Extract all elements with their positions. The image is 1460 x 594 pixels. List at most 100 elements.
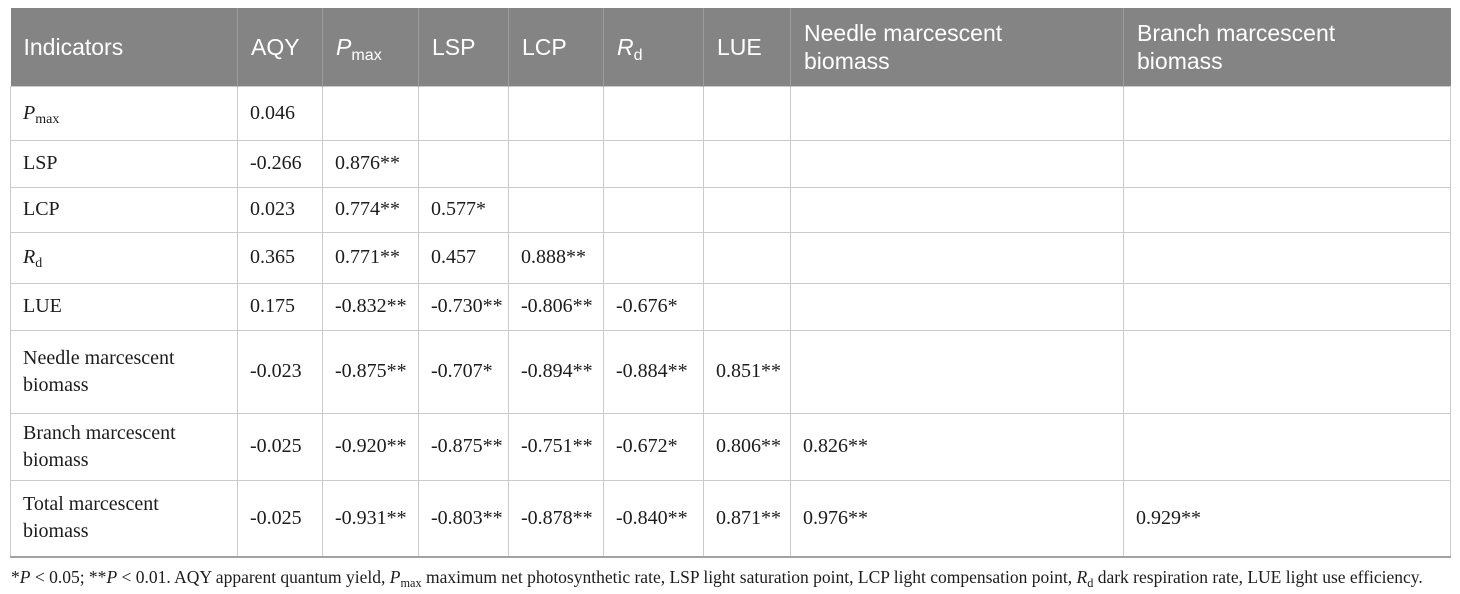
value-cell: 0.577*	[418, 186, 509, 233]
value-cell	[508, 85, 604, 141]
row-label-branch-marcescent-biomass: Branch marcescent biomass	[10, 412, 238, 481]
text-segment: Branch marcescent biomass	[23, 421, 176, 471]
value-cell: -0.025	[237, 479, 323, 558]
table-header: Indicators AQY Pmax LSP LCP Rd LUE Needle marce…	[10, 8, 1451, 86]
text-segment: d	[633, 45, 643, 64]
row-label-total-marcescent-biomass: Total marcescent biomass	[10, 479, 238, 558]
text-segments: Total marcescent biomass	[23, 491, 228, 545]
value-cell	[703, 186, 791, 233]
value-cell	[508, 186, 604, 233]
column-header-lue: LUE	[703, 8, 791, 86]
table-figure: Indicators AQY Pmax LSP LCP Rd LUE Needle marce…	[10, 8, 1451, 590]
value-cell	[603, 186, 704, 233]
text-segments: *P < 0.05; **P < 0.01. AQY apparent quan…	[11, 567, 1423, 590]
value-cell	[418, 85, 509, 141]
text-segment: max	[35, 111, 60, 127]
value-cell: 0.826**	[790, 412, 1124, 481]
table-row-needle-marcescent-biomass: Needle marcescent biomass -0.023 -0.875** -…	[10, 329, 1451, 414]
value-cell: -0.832**	[322, 282, 419, 331]
value-cell: 0.046	[237, 85, 323, 141]
row-label-lcp: LCP	[10, 186, 238, 233]
value-cell: -0.266	[237, 139, 323, 188]
text-segment: *	[11, 567, 20, 587]
value-cell	[1123, 412, 1451, 481]
value-cell	[790, 186, 1124, 233]
row-label-pmax: Pmax	[10, 85, 238, 141]
value-cell: -0.878**	[508, 479, 604, 558]
value-cell	[418, 139, 509, 188]
value-cell: 0.175	[237, 282, 323, 331]
table-row-lcp: LCP 0.023 0.774** 0.577*	[10, 186, 1451, 233]
value-cell: -0.840**	[603, 479, 704, 558]
value-cell: 0.457	[418, 231, 509, 284]
column-header-branch-marcescent-biomass: Branch marcescent biomass	[1123, 8, 1451, 86]
table-body: Pmax 0.046 LSP -0.266 0.876** LCP 0.023 0.774**…	[10, 85, 1451, 558]
text-segments: LUE	[23, 293, 62, 320]
text-segment: dark respiration rate, LUE light use eff…	[1093, 567, 1423, 587]
column-header-aqy: AQY	[237, 8, 323, 86]
text-segments: Pmax	[23, 100, 59, 127]
text-segments: Rd	[617, 33, 643, 64]
value-cell	[1123, 85, 1451, 141]
text-segment: < 0.05; **	[30, 567, 107, 587]
value-cell: 0.976**	[790, 479, 1124, 558]
value-cell	[703, 85, 791, 141]
value-cell: 0.771**	[322, 231, 419, 284]
column-header-indicators: Indicators	[10, 8, 238, 86]
text-segment: < 0.01. AQY apparent quantum yield,	[117, 567, 390, 587]
text-segments: Needle marcescent biomass	[23, 345, 228, 399]
text-segments: AQY	[251, 34, 300, 60]
text-segment: P	[389, 567, 401, 587]
table-row-lue: LUE 0.175 -0.832** -0.730** -0.806** -0.676*	[10, 282, 1451, 331]
value-cell	[1123, 186, 1451, 233]
value-cell: -0.707*	[418, 329, 509, 414]
value-cell: 0.929**	[1123, 479, 1451, 558]
value-cell	[1123, 231, 1451, 284]
text-segment: Total marcescent biomass	[23, 493, 159, 543]
value-cell	[322, 85, 419, 141]
value-cell: -0.025	[237, 412, 323, 481]
text-segment: P	[23, 101, 36, 124]
table-row-pmax: Pmax 0.046	[10, 85, 1451, 141]
text-segments: Rd	[23, 244, 42, 271]
value-cell: -0.730**	[418, 282, 509, 331]
value-cell: -0.672*	[603, 412, 704, 481]
footnote: *P < 0.05; **P < 0.01. AQY apparent quan…	[10, 567, 1450, 590]
value-cell: -0.751**	[508, 412, 604, 481]
value-cell: -0.676*	[603, 282, 704, 331]
text-segments: LCP	[522, 34, 567, 60]
text-segment: LSP	[432, 33, 476, 60]
text-segment: LUE	[717, 33, 762, 60]
value-cell: -0.931**	[322, 479, 419, 558]
column-header-lcp: LCP	[508, 8, 604, 86]
text-segment: LUE	[23, 295, 62, 317]
value-cell	[603, 85, 704, 141]
table-header-row: Indicators AQY Pmax LSP LCP Rd LUE Needle marce…	[10, 8, 1451, 86]
text-segments: LSP	[23, 150, 57, 177]
table-row-total-marcescent-biomass: Total marcescent biomass -0.025 -0.931** -0…	[10, 479, 1451, 558]
text-segments: LSP	[432, 34, 475, 60]
value-cell: -0.803**	[418, 479, 509, 558]
text-segment: R	[617, 33, 634, 60]
text-segment: P	[106, 567, 118, 587]
value-cell: 0.851**	[703, 329, 791, 414]
value-cell: 0.888**	[508, 231, 604, 284]
value-cell: -0.920**	[322, 412, 419, 481]
value-cell	[703, 231, 791, 284]
value-cell: -0.875**	[418, 412, 509, 481]
column-header-needle-marcescent-biomass: Needle marcescent biomass	[790, 8, 1124, 86]
value-cell: 0.365	[237, 231, 323, 284]
text-segment: LSP	[23, 152, 58, 174]
table-row-branch-marcescent-biomass: Branch marcescent biomass -0.025 -0.920** -…	[10, 412, 1451, 481]
text-segments: Branch marcescent biomass	[23, 420, 228, 474]
row-label-rd: Rd	[10, 231, 238, 284]
table-row-rd: Rd 0.365 0.771** 0.457 0.888**	[10, 231, 1451, 284]
value-cell: -0.884**	[603, 329, 704, 414]
text-segments: Indicators	[24, 34, 124, 60]
value-cell: -0.894**	[508, 329, 604, 414]
text-segment: Indicators	[23, 33, 124, 60]
text-segment: d	[1087, 575, 1094, 590]
value-cell	[790, 282, 1124, 331]
value-cell	[790, 231, 1124, 284]
text-segment: P	[19, 567, 31, 587]
